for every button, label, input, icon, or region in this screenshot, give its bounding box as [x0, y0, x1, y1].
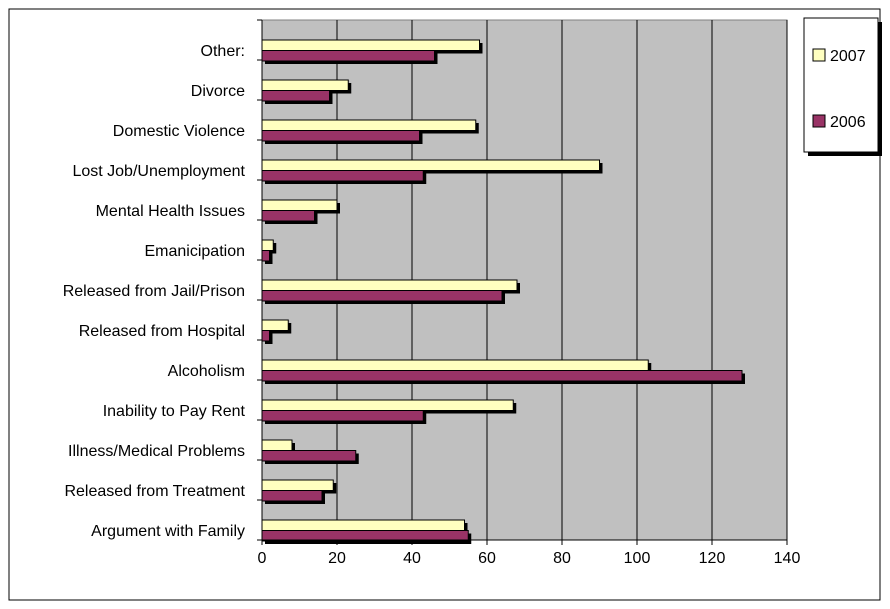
bar-2006 — [261, 530, 469, 542]
y-category-labels: Other: Divorce Domestic Violence Lost Job/U… — [63, 43, 246, 540]
bar-2006 — [261, 90, 330, 102]
category-label: Illness/Medical Problems — [68, 443, 245, 460]
bar-2007 — [261, 439, 293, 451]
bar-2007 — [261, 399, 514, 411]
bar-2007 — [261, 319, 289, 331]
bar-2007 — [261, 159, 600, 171]
category-label: Lost Job/Unemployment — [72, 163, 245, 180]
x-tick-label: 40 — [403, 550, 421, 567]
bar-2007 — [261, 519, 465, 531]
bar-2006 — [261, 170, 424, 182]
bar-2006 — [261, 130, 420, 142]
legend-label: 2006 — [830, 114, 866, 131]
bar-2006 — [261, 410, 424, 422]
bar-2006 — [261, 50, 435, 62]
x-tick-label: 120 — [699, 550, 726, 567]
bar-2007 — [261, 239, 274, 251]
bar-series — [261, 39, 745, 544]
x-tick-labels: 0 20 40 60 80 100 120 140 — [258, 550, 801, 567]
category-label: Inability to Pay Rent — [103, 403, 246, 420]
bar-2007 — [261, 359, 649, 371]
x-tick-label: 60 — [478, 550, 496, 567]
bar-2006 — [261, 290, 503, 302]
category-label: Domestic Violence — [113, 123, 245, 140]
bar-2007 — [261, 279, 518, 291]
bar-2006 — [261, 450, 357, 462]
bar-2007 — [261, 79, 349, 91]
bar-2006 — [261, 330, 270, 342]
category-label: Mental Health Issues — [96, 203, 245, 220]
x-tick-label: 80 — [553, 550, 571, 567]
category-label: Released from Hospital — [79, 323, 245, 340]
bar-2007 — [261, 479, 334, 491]
category-label: Argument with Family — [91, 523, 245, 540]
category-label: Divorce — [191, 83, 245, 100]
bar-2006 — [261, 250, 270, 262]
category-label: Released from Treatment — [64, 483, 245, 500]
category-label: Released from Jail/Prison — [63, 283, 245, 300]
legend-label: 2007 — [830, 48, 866, 65]
bar-2007 — [261, 119, 477, 131]
category-label: Alcoholism — [168, 363, 245, 380]
x-tick-label: 140 — [774, 550, 801, 567]
x-tick-label: 20 — [328, 550, 346, 567]
axes — [257, 19, 788, 545]
legend: 2007 2006 — [803, 17, 882, 156]
bar-2006 — [261, 370, 743, 382]
legend-swatch-2007 — [812, 48, 826, 62]
category-label: Other: — [201, 43, 245, 60]
bar-2007 — [261, 39, 480, 51]
bar-2007 — [261, 199, 338, 211]
bar-2006 — [261, 210, 315, 222]
x-tick-label: 0 — [258, 550, 267, 567]
legend-swatch-2006 — [812, 114, 826, 128]
category-label: Emanicipation — [145, 243, 246, 260]
x-tick-label: 100 — [624, 550, 651, 567]
legend-box — [803, 17, 879, 153]
bar-2006 — [261, 490, 323, 502]
